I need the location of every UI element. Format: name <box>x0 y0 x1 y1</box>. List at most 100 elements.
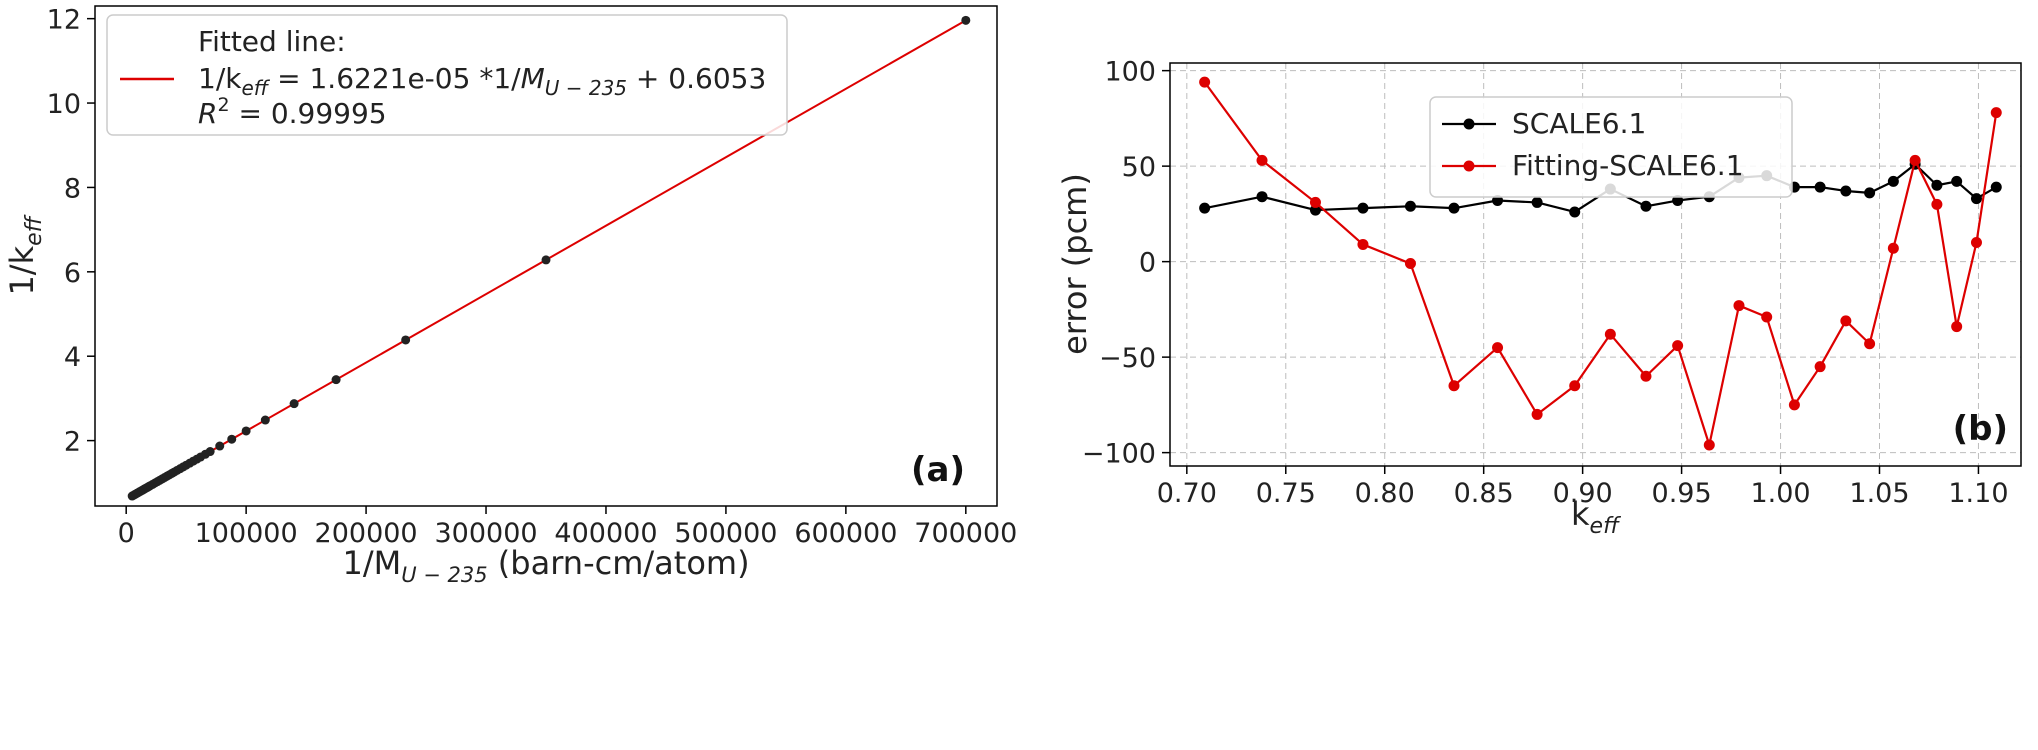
panel-b-point-fitting <box>1309 196 1321 208</box>
panel-a-y-tick-label: 10 <box>47 89 81 120</box>
panel-a-data-point <box>260 415 270 425</box>
legend-fit-eq-c: = 1.6221e-05 *1/ <box>268 62 521 95</box>
svg-text:R2 = 0.99995: R2 = 0.99995 <box>198 94 387 130</box>
panel-a-chart: 0 100000 200000 300000 400000 500000 600000 700… <box>3 5 1017 587</box>
panel-a-x-tick-label: 600000 <box>794 518 897 549</box>
panel-a-data-point <box>205 447 215 457</box>
panel-b-point-scale61 <box>1256 191 1268 203</box>
legend-fit-eq-a: 1/k <box>198 62 242 95</box>
legend-r2-b: 2 <box>217 94 229 116</box>
panel-b-x-tick-label: 0.80 <box>1355 478 1415 509</box>
panel-a-data-point <box>961 15 971 25</box>
panel-a-y-tick-label: 4 <box>64 342 81 373</box>
panel-b-point-fitting <box>1672 340 1684 352</box>
panel-b-point-scale61 <box>1640 200 1652 212</box>
panel-b-point-fitting <box>1788 399 1800 411</box>
panel-b-point-fitting <box>1357 238 1369 250</box>
panel-b-x-tick-label: 0.95 <box>1652 478 1712 509</box>
panel-b-point-scale61 <box>1357 202 1369 214</box>
legend-fit-title: Fitted line: <box>198 25 346 58</box>
legend-fit-eq-f: + 0.6053 <box>627 62 766 95</box>
panel-b-point-scale61 <box>1531 196 1543 208</box>
panel-b-point-scale61 <box>1309 204 1321 216</box>
panel-b-point-scale61 <box>1569 206 1581 218</box>
panel-b-y-axis-label: error (pcm) <box>1056 173 1094 355</box>
panel-a-x-tick-label: 300000 <box>434 518 537 549</box>
panel-b-point-fitting <box>1951 321 1963 333</box>
panel-a-xlabel-sub: U − 235 <box>401 563 487 587</box>
panel-b-legend: SCALE6.1 Fitting-SCALE6.1 <box>1429 96 1793 198</box>
panel-b-point-fitting <box>1448 380 1460 392</box>
panel-b-series <box>1199 76 2002 451</box>
panel-a-ticks: 0 100000 200000 300000 400000 500000 600000 700… <box>47 5 1018 549</box>
panel-b-point-fitting <box>1604 328 1616 340</box>
legend-r2-c: = 0.99995 <box>230 97 387 130</box>
panel-a-xlabel-rest: (barn-cm/atom) <box>488 544 750 582</box>
panel-b-legend-box <box>1429 96 1793 198</box>
panel-a-points <box>127 15 971 501</box>
panel-b-point-scale61 <box>1887 175 1899 187</box>
panel-b-x-tick-label: 1.05 <box>1849 478 1909 509</box>
panel-b-point-scale61 <box>1970 193 1982 205</box>
svg-text:Fitted line:: Fitted line: <box>198 25 346 58</box>
panel-b-point-fitting <box>1864 338 1876 350</box>
panel-a-x-tick-label: 700000 <box>914 518 1017 549</box>
legend-swatch-fitting-marker <box>1463 160 1475 172</box>
panel-b-y-tick-label: 0 <box>1139 248 1156 279</box>
panel-b-point-fitting <box>1404 258 1416 270</box>
panel-b-xlabel-main: k <box>1571 495 1590 533</box>
panel-a-data-point <box>241 426 251 436</box>
panel-b-point-fitting <box>1761 311 1773 323</box>
legend-label-scale61: SCALE6.1 <box>1512 107 1646 140</box>
panel-b-plot-frame <box>1169 62 2022 467</box>
panel-b-x-tick-label: 1.10 <box>1948 478 2008 509</box>
panel-b-point-fitting <box>1703 439 1715 451</box>
panel-a-x-tick-label: 500000 <box>674 518 777 549</box>
panel-b-x-axis-label: keff <box>1571 495 1621 539</box>
panel-b-point-fitting <box>1909 154 1921 166</box>
panel-b-point-fitting <box>1814 361 1826 373</box>
panel-b-x-tick-label: 0.85 <box>1454 478 1514 509</box>
panel-b-point-scale61 <box>1864 187 1876 199</box>
legend-fit-eq-d: M <box>521 62 545 95</box>
panel-b-point-fitting <box>1569 380 1581 392</box>
panel-a-xlabel-main: 1/M <box>342 544 401 582</box>
panel-b-point-fitting <box>1887 242 1899 254</box>
panel-a-data-point <box>331 375 341 385</box>
svg-text:1/keff = 1.6221e-05 *1/MU − 23: 1/keff = 1.6221e-05 *1/MU − 235 + 0.6053 <box>198 62 766 100</box>
panel-a-ylabel-sub: eff <box>22 214 47 246</box>
panel-b-point-scale61 <box>1814 181 1826 193</box>
panel-b-x-tick-label: 1.00 <box>1750 478 1810 509</box>
panel-b-y-tick-label: −100 <box>1082 439 1156 470</box>
panel-a-label: (a) <box>911 450 965 490</box>
panel-a-data-point <box>541 255 551 265</box>
panel-a-x-tick-label: 400000 <box>554 518 657 549</box>
panel-b-point-fitting <box>1492 342 1504 354</box>
panel-b-point-fitting <box>1199 76 1211 88</box>
panel-b-point-fitting <box>1931 198 1943 210</box>
legend-r2-a: R <box>198 97 217 130</box>
panel-a-x-tick-label: 100000 <box>195 518 298 549</box>
panel-a-x-tick-label: 0 <box>118 518 135 549</box>
panel-a-y-tick-label: 6 <box>64 258 81 289</box>
panel-b-point-scale61 <box>1492 195 1504 207</box>
panel-a-data-point <box>215 441 225 451</box>
panel-b-point-scale61 <box>1448 202 1460 214</box>
panel-a-ylabel-main: 1/k <box>3 245 41 295</box>
panel-b-point-fitting <box>1256 154 1268 166</box>
panel-b-point-scale61 <box>1951 175 1963 187</box>
panel-a-y-tick-label: 8 <box>64 173 81 204</box>
panel-b-y-tick-label: 50 <box>1122 152 1156 183</box>
panel-b-x-tick-label: 0.70 <box>1157 478 1217 509</box>
panel-b-point-scale61 <box>1840 185 1852 197</box>
panel-a-y-axis-label: 1/keff <box>3 214 47 295</box>
panel-a-data-point <box>401 335 411 345</box>
panel-b-point-fitting <box>1531 408 1543 420</box>
panel-a-x-tick-label: 200000 <box>315 518 418 549</box>
panel-b-point-scale61 <box>1990 181 2002 193</box>
panel-b-point-fitting <box>1733 300 1745 312</box>
legend-fit-eq-e: U − 235 <box>545 76 627 100</box>
panel-a-y-tick-label: 2 <box>64 427 81 458</box>
panel-b-point-fitting <box>1840 315 1852 327</box>
